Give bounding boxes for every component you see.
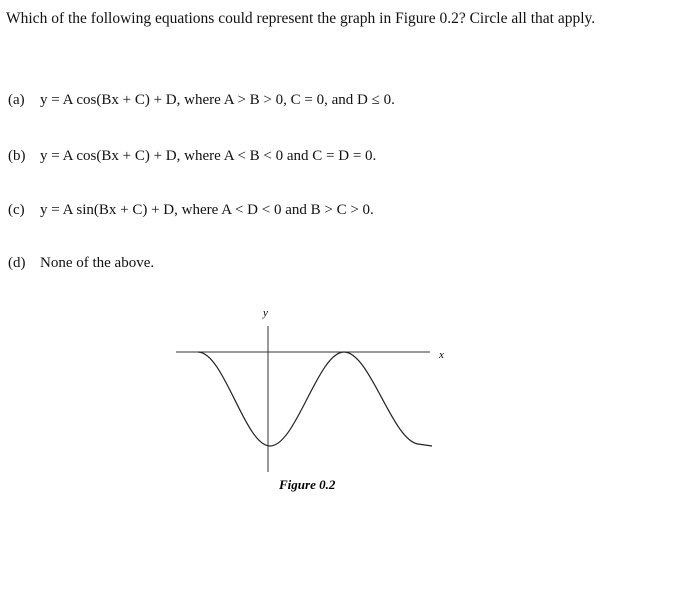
y-label: y — [262, 307, 268, 319]
option-label: (d) — [8, 255, 26, 271]
curve — [197, 351, 433, 447]
question: Which of the following equations could r… — [6, 10, 596, 27]
option: (c) y = A sin(Bx + C) + D, where A < D < … — [8, 202, 374, 219]
option-label: (a) — [8, 92, 25, 108]
option-text: y = A cos(Bx + C) + D, where A < B < 0 a… — [40, 148, 377, 164]
caption: Figure 0.2 — [278, 477, 336, 492]
option-text: None of the above. — [40, 255, 155, 271]
option-label: (c) — [8, 202, 25, 218]
option: (d) None of the above. — [8, 255, 154, 272]
option: (b) y = A cos(Bx + C) + D, where A < B < … — [8, 148, 376, 165]
x-label: x — [438, 349, 444, 361]
option-label: (b) — [8, 148, 26, 164]
option-text: y = A sin(Bx + C) + D, where A < D < 0 a… — [40, 202, 374, 218]
option: (a) y = A cos(Bx + C) + D, where A > B > … — [8, 92, 395, 109]
option-text: y = A cos(Bx + C) + D, where A > B > 0, … — [40, 92, 395, 108]
